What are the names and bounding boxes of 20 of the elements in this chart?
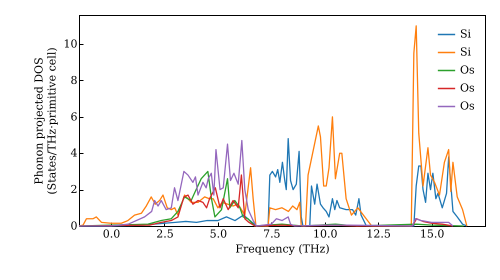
y-axis-title: Phonon projected DOS (States/THz·primitive cell): [32, 47, 59, 195]
y-tick-label: 10: [64, 38, 78, 51]
y-tick-label: 8: [70, 74, 78, 87]
x-tick-label: 7.5: [263, 228, 281, 240]
x-tick-label: 0.0: [102, 228, 120, 240]
y-tick-label: 4: [70, 146, 78, 160]
x-tick-label: 15.0: [420, 228, 444, 240]
legend-label: Si: [460, 46, 472, 58]
x-tick-label: 2.5: [156, 228, 174, 240]
x-tick-label: 12.5: [366, 228, 391, 240]
legend-label: Os: [460, 100, 476, 112]
legend-label: Os: [460, 82, 476, 94]
x-tick-label: 10.0: [312, 228, 338, 240]
legend-label: Si: [460, 28, 472, 40]
x-tick-label: 5.0: [210, 228, 228, 240]
y-tick-label: 0: [70, 220, 78, 232]
legend-label: Os: [460, 64, 476, 76]
y-tick-label: 6: [70, 110, 78, 124]
x-axis-title: Frequency (THz): [235, 242, 330, 256]
y-tick-label: 2: [70, 183, 78, 196]
